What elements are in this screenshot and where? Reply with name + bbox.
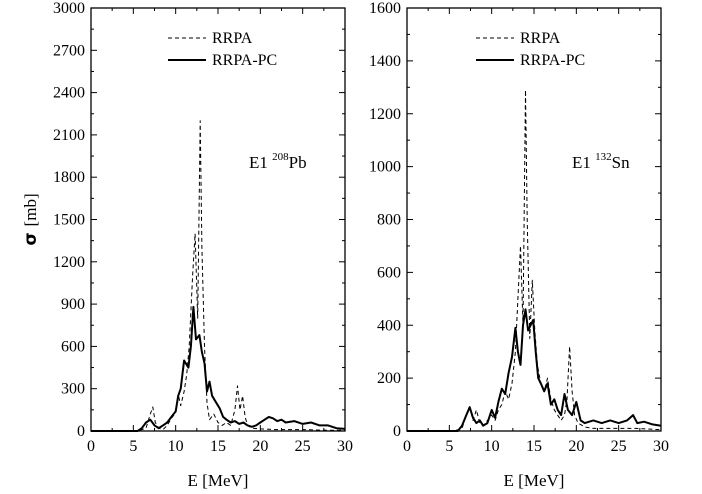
x-axis-title: E [MeV]: [504, 471, 565, 490]
plot-frame: [406, 7, 662, 432]
x-tick-label: 15: [210, 438, 226, 455]
chart-panel-1: 0 5 10 15 20 25 300300600900120015001800210024…: [21, 0, 353, 490]
x-axis-title: E [MeV]: [188, 471, 249, 490]
x-tick-label: 30: [337, 438, 353, 455]
x-tick-label: 25: [295, 438, 311, 455]
legend-label: RRPA: [520, 30, 561, 47]
x-tick-label: 30: [653, 438, 669, 455]
series-line-rrpa-pc: [407, 308, 662, 432]
y-tick-label: 1600: [369, 0, 401, 17]
y-tick-label: 1200: [369, 106, 401, 123]
x-tick-label: 5: [445, 438, 453, 455]
y-tick-label: 3000: [53, 0, 85, 17]
y-tick-label: 1500: [53, 212, 85, 229]
y-tick-label: 0: [393, 423, 401, 440]
y-tick-label: 200: [377, 370, 401, 387]
x-tick-label: 15: [526, 438, 542, 455]
y-tick-label: 1200: [53, 254, 85, 271]
y-tick-label: 0: [77, 423, 85, 440]
y-tick-label: 600: [377, 264, 401, 281]
y-tick-label: 2400: [53, 85, 85, 102]
y-tick-label: 900: [61, 296, 85, 313]
plot-frame: [90, 7, 346, 432]
x-tick-label: 25: [611, 438, 627, 455]
legend: RRPA RRPA-PC: [476, 30, 585, 69]
panel-annotation: E1 132Sn: [572, 151, 630, 172]
x-tick-label: 20: [252, 438, 268, 455]
series-line-rrpa-pc: [91, 305, 346, 432]
y-tick-label: 2700: [53, 42, 85, 59]
x-tick-label: 0: [87, 438, 95, 455]
series-line-rrpa: [91, 120, 345, 432]
y-tick-label: 1800: [53, 169, 85, 186]
x-tick-label: 5: [129, 438, 137, 455]
y-axis-title: σ [mb]: [21, 193, 41, 245]
y-tick-label: 1000: [369, 159, 401, 176]
legend-label: RRPA-PC: [212, 52, 277, 69]
series-line-rrpa: [407, 89, 662, 432]
y-tick-label: 300: [61, 381, 85, 398]
x-tick-label: 10: [484, 438, 500, 455]
x-tick-label: 0: [403, 438, 411, 455]
y-tick-label: 1400: [369, 53, 401, 70]
legend: RRPA RRPA-PC: [168, 30, 277, 69]
panel-annotation: E1 208Pb: [249, 151, 307, 172]
chart-panel-2: 0 5 10 15 20 25 30 0 200 400 600 800 1000 1200 1400 160…: [369, 0, 669, 490]
x-tick-label: 20: [568, 438, 584, 455]
y-tick-label: 600: [61, 338, 85, 355]
legend-label: RRPA-PC: [520, 52, 585, 69]
y-tick-label: 2100: [53, 127, 85, 144]
y-tick-label: 400: [377, 317, 401, 334]
legend-label: RRPA: [212, 30, 253, 47]
x-tick-label: 10: [168, 438, 184, 455]
y-tick-label: 800: [377, 212, 401, 229]
